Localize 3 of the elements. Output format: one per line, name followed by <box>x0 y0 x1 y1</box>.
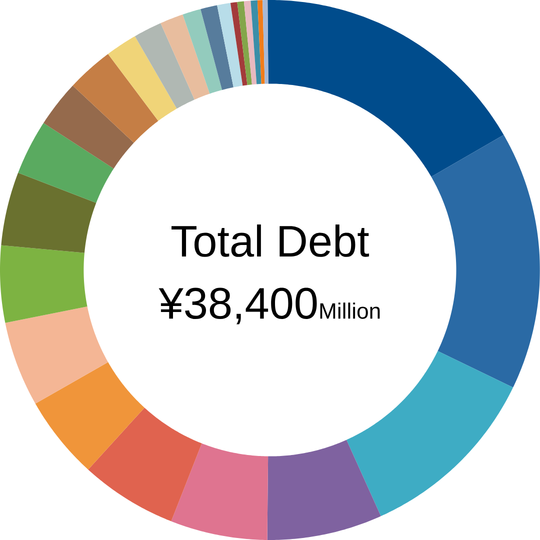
text: Million <box>320 302 380 319</box>
text: Total Debt <box>172 224 370 257</box>
text: ¥38,400 <box>158 288 317 324</box>
